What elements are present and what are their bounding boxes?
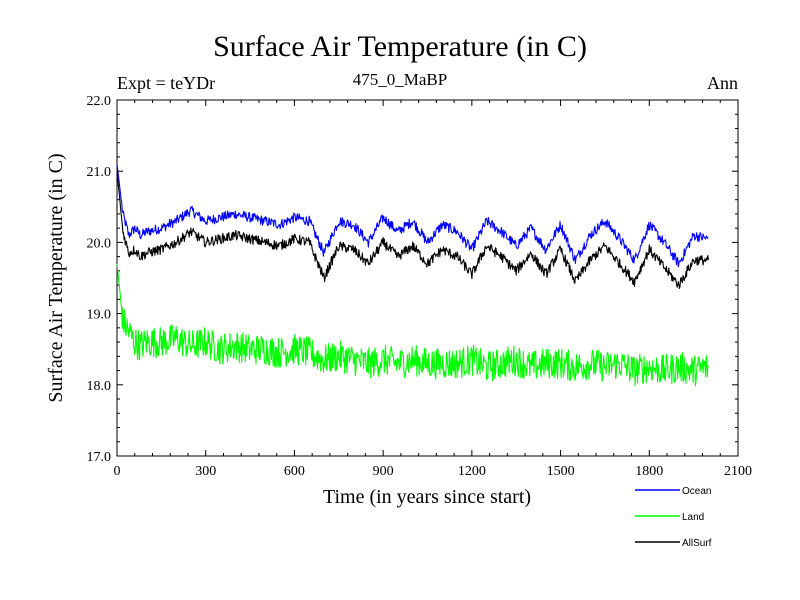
x-tick-label: 1800 — [635, 464, 663, 479]
legend-label-ocean: Ocean — [682, 486, 711, 497]
x-tick-label: 600 — [284, 464, 305, 479]
x-axis-title: Time (in years since start) — [323, 486, 531, 508]
legend: Ocean Land AllSurf — [635, 486, 712, 549]
chart-subtitle: 475_0_MaBP — [352, 70, 448, 89]
x-tick-label: 0 — [114, 464, 121, 479]
x-tick-label: 2100 — [724, 464, 752, 479]
series-group — [116, 164, 709, 387]
series-line-ocean — [116, 164, 709, 268]
y-axis-title: Surface Air Temperature (in C) — [45, 153, 67, 402]
plot-frame — [116, 99, 739, 457]
legend-label-allsurf: AllSurf — [682, 538, 712, 549]
series-line-land — [116, 263, 709, 387]
season-label: Ann — [707, 73, 738, 93]
x-tick-label: 300 — [195, 464, 216, 479]
series-line-allsurf — [116, 171, 709, 289]
y-tick-label: 17.0 — [87, 450, 112, 465]
y-tick-label: 22.0 — [87, 94, 112, 109]
y-tick-label: 20.0 — [87, 236, 112, 251]
y-tick-label: 18.0 — [87, 379, 112, 394]
x-tick-label: 1500 — [547, 464, 575, 479]
chart-title: Surface Air Temperature (in C) — [213, 30, 587, 63]
experiment-label: Expt = teYDr — [117, 73, 216, 93]
y-tick-label: 21.0 — [87, 165, 112, 180]
legend-label-land: Land — [682, 512, 704, 523]
y-tick-label: 19.0 — [87, 308, 112, 323]
x-tick-label: 1200 — [458, 464, 486, 479]
axis-ticks: 0 300 600 900 1200 1500 1800 2100 17.0 18.0 19.0 20… — [87, 94, 753, 479]
x-tick-label: 900 — [373, 464, 394, 479]
